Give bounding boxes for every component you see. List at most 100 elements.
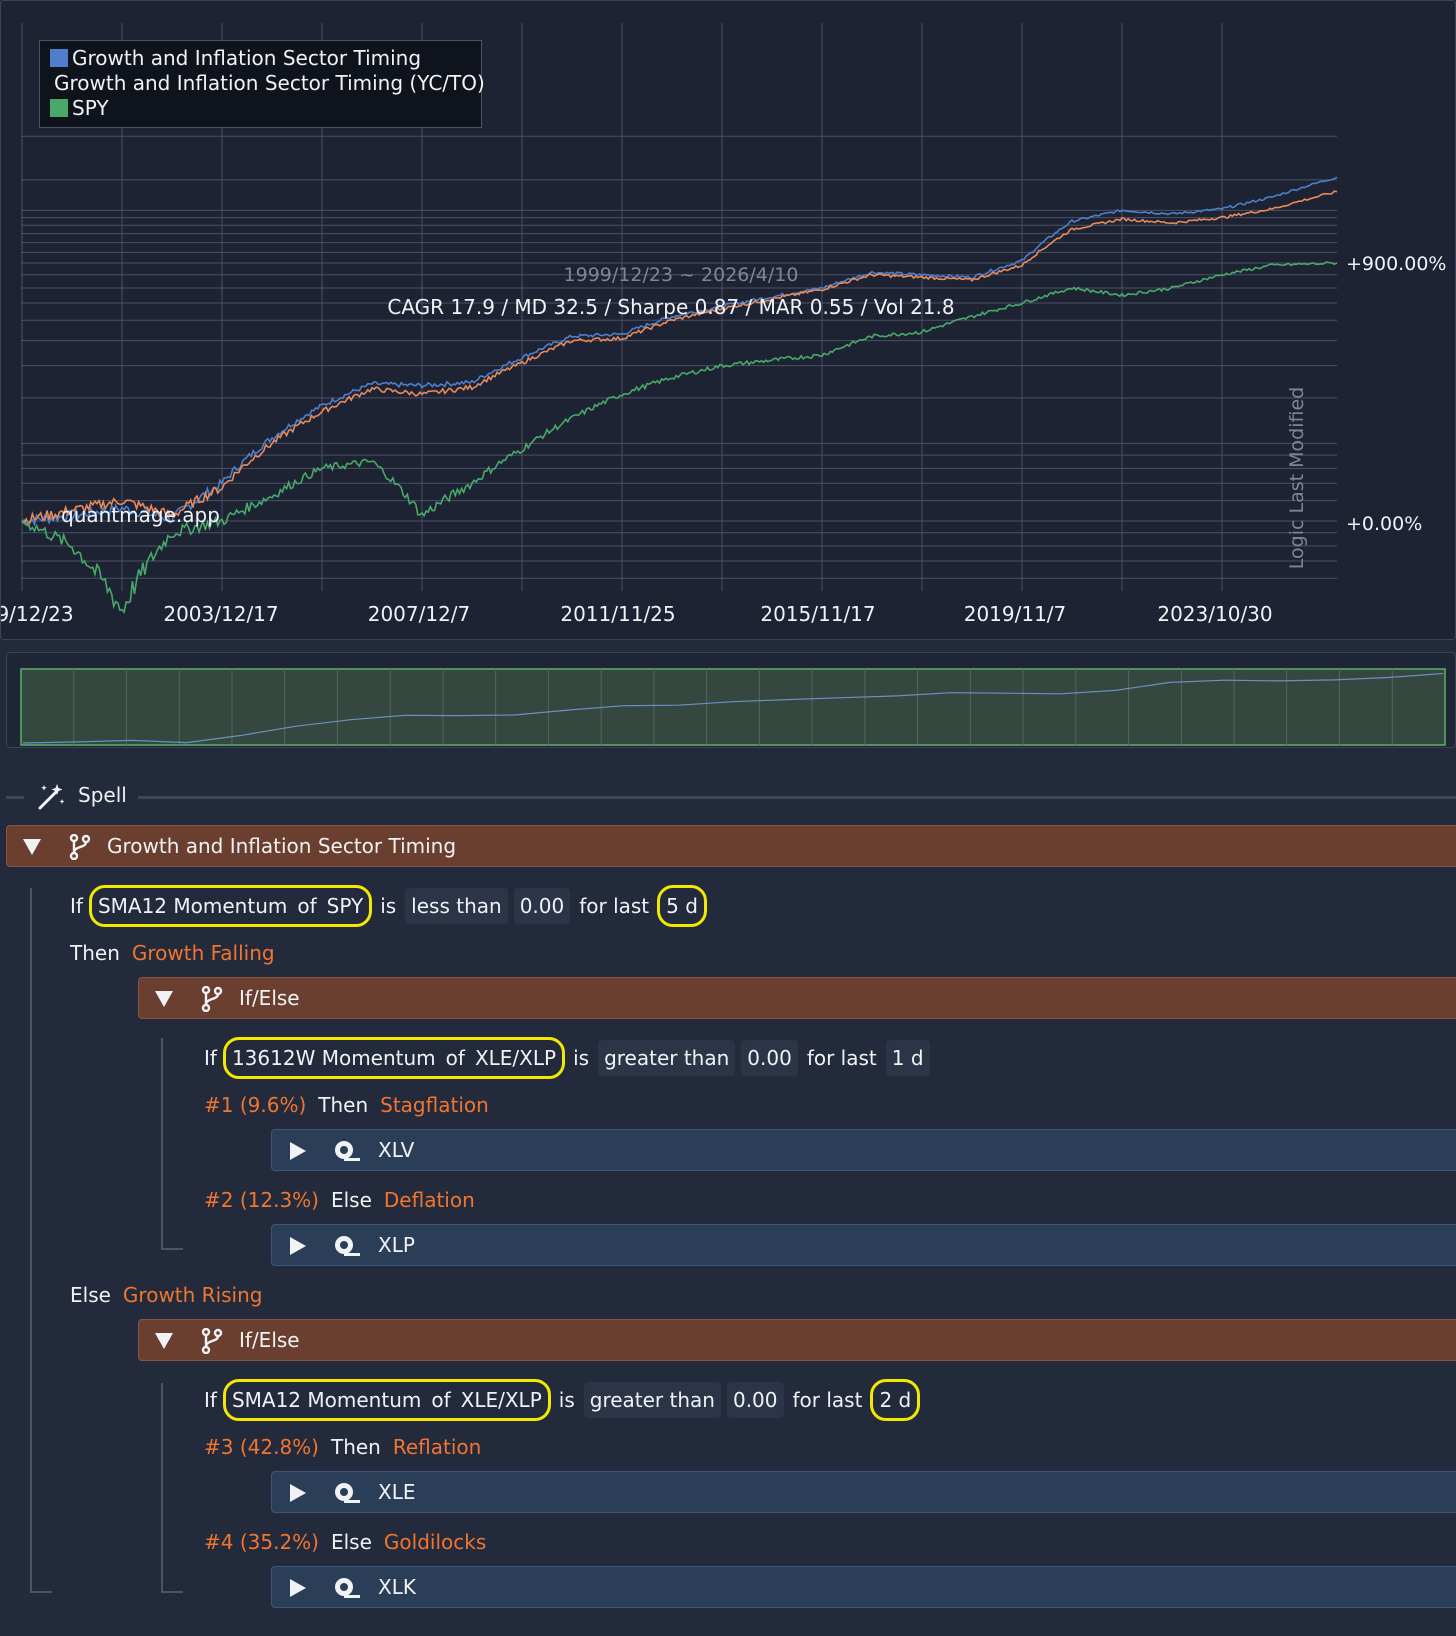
navigator-series-line <box>22 672 1444 744</box>
series-line-0 <box>21 176 1338 527</box>
asset-lens-icon <box>335 1141 360 1161</box>
y-tick-label: +0.00% <box>1346 513 1422 535</box>
branch-label[interactable]: Stagflation <box>380 1093 489 1117</box>
legend-item-strategy-ycto[interactable]: Growth and Inflation Sector Timing (YC/T… <box>50 70 485 95</box>
branch-weight: #1 (9.6%) <box>204 1093 307 1117</box>
block-title: Growth and Inflation Sector Timing <box>107 834 457 858</box>
asset-ticker: XLV <box>378 1138 415 1162</box>
if-keyword: If <box>70 894 83 918</box>
expand-triangle-icon[interactable] <box>290 1142 306 1160</box>
block-title: If/Else <box>239 1328 300 1352</box>
legend-item-strategy[interactable]: Growth and Inflation Sector Timing <box>50 45 471 70</box>
else-keyword: Else <box>70 1283 111 1307</box>
operator-select[interactable]: less than <box>405 888 508 924</box>
operator-select[interactable]: greater than <box>598 1040 736 1076</box>
highlighted-days: 5 d <box>657 885 707 927</box>
asset-ticker: XLP <box>378 1233 415 1257</box>
asset-ticker: XLK <box>378 1575 416 1599</box>
branch-row: #2 (12.3%) Else Deflation <box>204 1180 475 1220</box>
asset-lens-icon <box>335 1483 360 1503</box>
operator-select[interactable]: greater than <box>583 1382 721 1418</box>
x-tick-label: 2011/11/25 <box>560 602 675 626</box>
collapse-triangle-icon[interactable] <box>155 991 173 1007</box>
value-input[interactable]: 0.00 <box>741 1040 798 1076</box>
chart-navigator[interactable] <box>6 652 1456 748</box>
navigator-svg[interactable] <box>7 653 1456 749</box>
branch-weight: #2 (12.3%) <box>204 1188 319 1212</box>
ticker-select[interactable]: SPY <box>326 894 364 918</box>
spell-section-header: Spell <box>0 780 1456 814</box>
for-last-keyword: for last <box>806 1046 877 1070</box>
x-tick-label: 2015/11/17 <box>760 602 875 626</box>
branch-label[interactable]: Growth Rising <box>122 1283 263 1307</box>
condition-row: If 13612W Momentum of XLE/XLP is greater… <box>204 1037 933 1079</box>
legend-label: Growth and Inflation Sector Timing <box>72 45 422 70</box>
for-last-keyword: for last <box>579 894 650 918</box>
collapse-triangle-icon[interactable] <box>23 839 41 855</box>
asset-row-xlv[interactable]: XLV <box>271 1129 1456 1171</box>
else-keyword: Else <box>330 1188 372 1212</box>
tree-guide-line <box>161 1038 163 1250</box>
x-tick-label: 2023/10/30 <box>1157 602 1272 626</box>
days-input[interactable]: 1 d <box>885 1040 930 1076</box>
else-keyword: Else <box>330 1530 372 1554</box>
expand-triangle-icon[interactable] <box>290 1484 306 1502</box>
branch-label[interactable]: Growth Falling <box>131 941 275 965</box>
then-keyword: Then <box>318 1093 369 1117</box>
legend-swatch-blue <box>50 48 68 67</box>
x-tick-label: 2019/11/7 <box>964 602 1067 626</box>
asset-row-xle[interactable]: XLE <box>271 1471 1456 1513</box>
x-tick-label: 9/12/23 <box>1 602 74 626</box>
watermark: quantmage.app <box>61 503 220 527</box>
magic-wand-icon <box>38 784 65 810</box>
condition-row: If SMA12 Momentum of SPY is less than 0.… <box>70 885 709 927</box>
root-block-header[interactable]: Growth and Inflation Sector Timing <box>6 825 1456 867</box>
is-keyword: is <box>380 894 397 918</box>
highlighted-days: 2 d <box>870 1379 921 1421</box>
branch-label[interactable]: Goldilocks <box>383 1530 487 1554</box>
asset-row-xlp[interactable]: XLP <box>271 1224 1456 1266</box>
ticker-select[interactable]: XLE/XLP <box>460 1388 542 1412</box>
branch-label[interactable]: Deflation <box>383 1188 475 1212</box>
expand-triangle-icon[interactable] <box>290 1579 306 1597</box>
block-title: If/Else <box>239 986 300 1010</box>
else-row: Else Growth Rising <box>70 1275 262 1315</box>
branch-icon <box>201 1328 223 1354</box>
if-keyword: If <box>204 1046 217 1070</box>
branch-icon <box>69 834 91 860</box>
then-row: Then Growth Falling <box>70 933 275 973</box>
equity-chart-panel: 9/12/23 2003/12/17 2007/12/7 2011/11/25 2015… <box>0 0 1456 640</box>
asset-lens-icon <box>335 1578 360 1598</box>
ifelse-block-header[interactable]: If/Else <box>138 1319 1456 1361</box>
branch-weight: #4 (35.2%) <box>204 1530 319 1554</box>
tree-guide-line <box>161 1591 183 1593</box>
y-tick-label: +900.00% <box>1346 253 1446 275</box>
indicator-select[interactable]: SMA12 Momentum <box>97 894 288 918</box>
days-input[interactable]: 2 d <box>879 1388 912 1412</box>
chart-date-range: 1999/12/23 ~ 2026/4/10 <box>563 264 799 286</box>
branch-row: #3 (42.8%) Then Reflation <box>204 1427 481 1467</box>
logic-last-modified-label: Logic Last Modified <box>1286 386 1308 570</box>
divider <box>6 796 24 799</box>
indicator-select[interactable]: 13612W Momentum <box>231 1046 436 1070</box>
days-input[interactable]: 5 d <box>666 894 698 918</box>
highlighted-indicator: 13612W Momentum of XLE/XLP <box>222 1037 566 1079</box>
legend-item-spy[interactable]: SPY <box>50 95 471 120</box>
asset-lens-icon <box>335 1236 360 1256</box>
asset-row-xlk[interactable]: XLK <box>271 1566 1456 1608</box>
branch-row: #1 (9.6%) Then Stagflation <box>204 1085 489 1125</box>
value-input[interactable]: 0.00 <box>513 888 571 924</box>
branch-label[interactable]: Reflation <box>392 1435 482 1459</box>
branch-icon <box>201 986 223 1012</box>
x-tick-label: 2007/12/7 <box>368 602 471 626</box>
collapse-triangle-icon[interactable] <box>155 1333 173 1349</box>
then-keyword: Then <box>330 1435 381 1459</box>
ifelse-block-header[interactable]: If/Else <box>138 977 1456 1019</box>
ticker-select[interactable]: XLE/XLP <box>474 1046 557 1070</box>
value-input[interactable]: 0.00 <box>726 1382 784 1418</box>
spell-title: Spell <box>78 783 127 807</box>
expand-triangle-icon[interactable] <box>290 1237 306 1255</box>
series-line-1 <box>21 190 1338 528</box>
highlighted-indicator: SMA12 Momentum of XLE/XLP <box>222 1379 551 1421</box>
indicator-select[interactable]: SMA12 Momentum <box>231 1388 422 1412</box>
